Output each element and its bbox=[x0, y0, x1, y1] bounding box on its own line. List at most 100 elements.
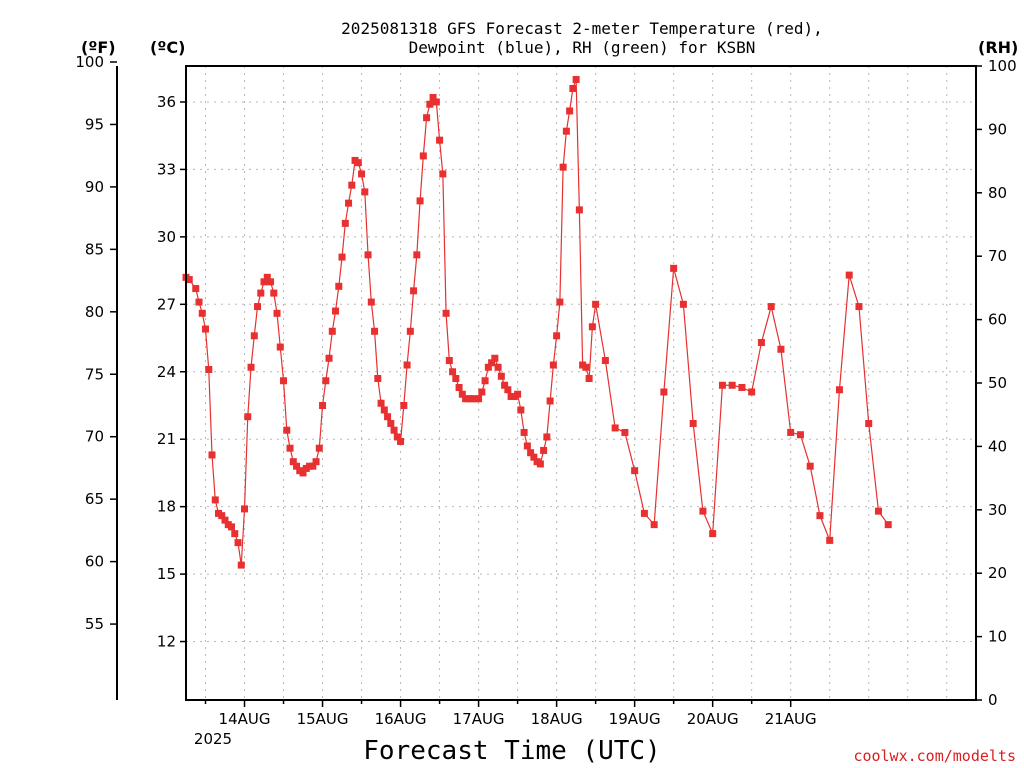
rh-tick-label: 100 bbox=[988, 57, 1017, 75]
data-point bbox=[289, 458, 297, 466]
data-point bbox=[484, 363, 492, 371]
data-point bbox=[202, 325, 210, 333]
data-point bbox=[679, 300, 687, 308]
data-point bbox=[231, 530, 239, 538]
data-point bbox=[884, 521, 892, 529]
data-point bbox=[670, 264, 678, 272]
data-point bbox=[738, 383, 746, 391]
data-point bbox=[211, 496, 219, 504]
data-point bbox=[237, 561, 245, 569]
data-point bbox=[358, 170, 366, 178]
data-point bbox=[835, 386, 843, 394]
fahrenheit-tick-label: 55 bbox=[85, 615, 104, 633]
data-point bbox=[244, 413, 252, 421]
data-point bbox=[514, 390, 522, 398]
data-point bbox=[689, 419, 697, 427]
fahrenheit-tick-label: 100 bbox=[75, 53, 104, 71]
data-point bbox=[228, 523, 236, 531]
fahrenheit-tick-label: 90 bbox=[85, 178, 104, 196]
grid-lines bbox=[186, 66, 976, 700]
data-point bbox=[276, 343, 284, 351]
rh-tick-label: 10 bbox=[988, 628, 1007, 646]
data-point bbox=[572, 75, 580, 83]
data-point bbox=[523, 442, 531, 450]
chart-title: 2025081318 GFS Forecast 2-meter Temperat… bbox=[341, 19, 823, 38]
axes: 55 60 65 70 75 80 85 90 95 100 12 15 18 21 24 27 30 33 36 0… bbox=[75, 53, 1016, 728]
data-point bbox=[345, 199, 353, 207]
data-point bbox=[559, 163, 567, 171]
fahrenheit-tick-label: 85 bbox=[85, 240, 104, 258]
x-axis-label: Forecast Time (UTC) bbox=[363, 736, 660, 766]
data-point bbox=[494, 363, 502, 371]
unit-rh: (RH) bbox=[978, 38, 1018, 57]
data-point bbox=[718, 381, 726, 389]
data-point bbox=[426, 100, 434, 108]
data-point bbox=[455, 383, 463, 391]
data-point bbox=[517, 406, 525, 414]
x-tick-label: 20AUG bbox=[687, 710, 739, 728]
data-point bbox=[588, 323, 596, 331]
data-point bbox=[553, 332, 561, 340]
data-point bbox=[757, 339, 765, 347]
series-temperature bbox=[182, 75, 892, 569]
data-point bbox=[481, 377, 489, 385]
data-point bbox=[601, 357, 609, 365]
data-point bbox=[488, 359, 496, 367]
data-point bbox=[241, 505, 249, 513]
data-point bbox=[549, 361, 557, 369]
x-tick-label: 14AUG bbox=[219, 710, 271, 728]
data-point bbox=[845, 271, 853, 279]
data-point bbox=[335, 282, 343, 290]
rh-tick-label: 60 bbox=[988, 311, 1007, 329]
data-point bbox=[497, 372, 505, 380]
data-point bbox=[218, 512, 226, 520]
data-point bbox=[312, 458, 320, 466]
data-point bbox=[247, 363, 255, 371]
data-point bbox=[221, 516, 229, 524]
data-point bbox=[806, 462, 814, 470]
fahrenheit-tick-label: 65 bbox=[85, 490, 104, 508]
fahrenheit-tick-label: 60 bbox=[85, 553, 104, 571]
data-point bbox=[286, 444, 294, 452]
data-point bbox=[458, 390, 466, 398]
data-point bbox=[403, 361, 411, 369]
data-point bbox=[748, 388, 756, 396]
data-point bbox=[257, 289, 265, 297]
data-point bbox=[280, 377, 288, 385]
data-point bbox=[416, 197, 424, 205]
data-point bbox=[728, 381, 736, 389]
data-point bbox=[198, 309, 206, 317]
data-point bbox=[384, 413, 392, 421]
fahrenheit-tick-label: 70 bbox=[85, 428, 104, 446]
celsius-tick-label: 18 bbox=[157, 498, 176, 516]
data-point bbox=[367, 298, 375, 306]
data-point bbox=[410, 287, 418, 295]
data-point bbox=[491, 354, 499, 362]
data-point bbox=[540, 446, 548, 454]
data-point bbox=[361, 188, 369, 196]
celsius-tick-label: 33 bbox=[157, 160, 176, 178]
x-tick-label: 18AUG bbox=[531, 710, 583, 728]
data-point bbox=[569, 84, 577, 92]
data-point bbox=[536, 460, 544, 468]
data-point bbox=[319, 401, 327, 409]
rh-tick-label: 40 bbox=[988, 437, 1007, 455]
celsius-tick-label: 27 bbox=[157, 295, 176, 313]
data-point bbox=[543, 433, 551, 441]
data-point bbox=[631, 467, 639, 475]
data-point bbox=[575, 206, 583, 214]
data-point bbox=[865, 419, 873, 427]
data-point bbox=[364, 251, 372, 259]
data-point bbox=[254, 303, 262, 311]
data-point bbox=[315, 444, 323, 452]
series-line bbox=[185, 79, 889, 566]
data-point bbox=[527, 449, 535, 457]
data-point bbox=[419, 152, 427, 160]
data-point bbox=[270, 289, 278, 297]
data-point bbox=[423, 114, 431, 122]
celsius-tick-label: 15 bbox=[157, 565, 176, 583]
celsius-tick-label: 30 bbox=[157, 228, 176, 246]
data-point bbox=[442, 309, 450, 317]
rh-tick-label: 80 bbox=[988, 184, 1007, 202]
